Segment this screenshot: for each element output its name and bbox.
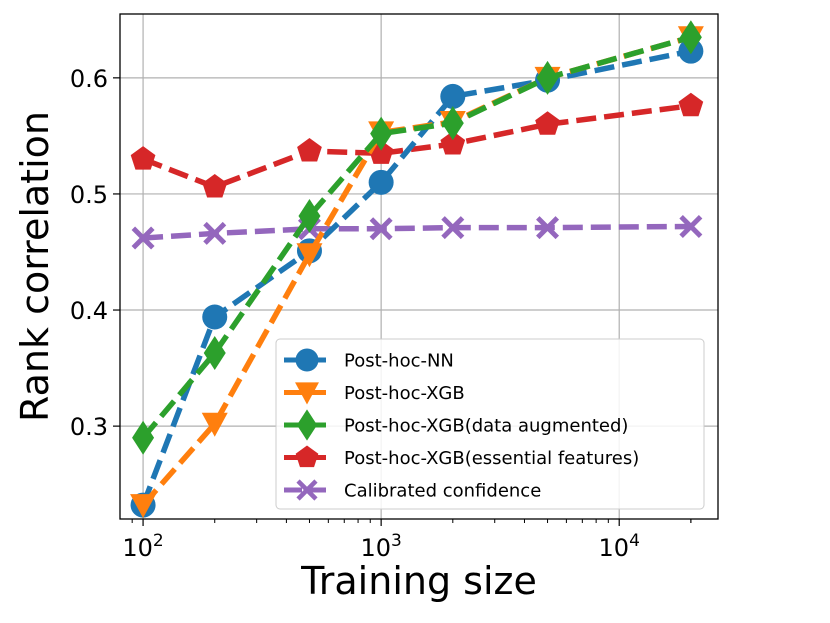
legend-label: Post-hoc-XGB xyxy=(344,383,465,404)
data-point xyxy=(535,111,560,135)
y-tick-label: 0.4 xyxy=(70,297,108,325)
legend-item: Post-hoc-XGB(essential features) xyxy=(284,445,639,469)
series-4 xyxy=(131,214,703,250)
plot-frame xyxy=(119,13,719,520)
data-point xyxy=(441,106,464,141)
x-tick-label: 103 xyxy=(360,531,401,562)
y-tick-label: 0.6 xyxy=(70,65,108,93)
y-axis-label: Rank correlation xyxy=(13,111,57,422)
x-tick-label: 102 xyxy=(122,531,163,562)
data-point xyxy=(536,216,560,240)
data-point xyxy=(440,83,466,109)
data-point xyxy=(440,131,466,155)
data-point xyxy=(202,173,228,198)
data-point xyxy=(203,335,226,370)
legend-item: Calibrated confidence xyxy=(284,479,541,502)
data-point xyxy=(297,137,322,162)
series-3 xyxy=(130,92,704,198)
legend-item: Post-hoc-XGB xyxy=(284,382,465,405)
data-point xyxy=(298,199,321,233)
legend-label: Post-hoc-XGB(essential features) xyxy=(344,448,639,469)
legend: Post-hoc-NN Post-hoc-XGB Post-hoc-XGB(data… xyxy=(275,338,705,510)
data-point xyxy=(678,92,704,117)
data-point xyxy=(536,60,559,95)
axis-ticks: 102 103 104 0.3 0.4 0.5 0.6 xyxy=(70,65,692,562)
legend-marker xyxy=(295,348,319,372)
data-point xyxy=(369,217,393,241)
data-point xyxy=(132,420,155,455)
x-axis-label: Training size xyxy=(300,559,537,603)
legend-box xyxy=(275,338,705,510)
data-point xyxy=(368,169,394,195)
legend-label: Post-hoc-NN xyxy=(344,351,454,372)
legend-item: Post-hoc-NN xyxy=(284,348,454,372)
y-tick-label: 0.5 xyxy=(70,181,108,209)
x-tick-label: 104 xyxy=(599,531,640,562)
legend-label: Calibrated confidence xyxy=(344,481,541,502)
data-point xyxy=(130,494,157,519)
series-2 xyxy=(132,20,702,455)
data-point xyxy=(296,243,323,268)
legend-marker xyxy=(296,409,318,441)
data-point xyxy=(130,146,156,170)
data-point xyxy=(441,216,465,240)
series-line xyxy=(142,223,691,241)
data-point xyxy=(679,214,703,238)
data-point xyxy=(131,226,155,250)
legend-marker xyxy=(295,445,319,468)
data-point xyxy=(370,116,393,151)
data-point xyxy=(202,304,228,330)
data-point xyxy=(679,20,702,55)
data-point xyxy=(201,412,228,437)
series-line xyxy=(142,102,692,190)
legend-marker xyxy=(295,382,319,405)
legend-item: Post-hoc-XGB(data augmented) xyxy=(284,409,628,441)
legend-marker xyxy=(296,479,318,501)
legend-label: Post-hoc-XGB(data augmented) xyxy=(344,416,628,437)
y-tick-label: 0.3 xyxy=(70,413,108,441)
series-layer xyxy=(130,20,704,519)
data-point xyxy=(203,221,227,245)
